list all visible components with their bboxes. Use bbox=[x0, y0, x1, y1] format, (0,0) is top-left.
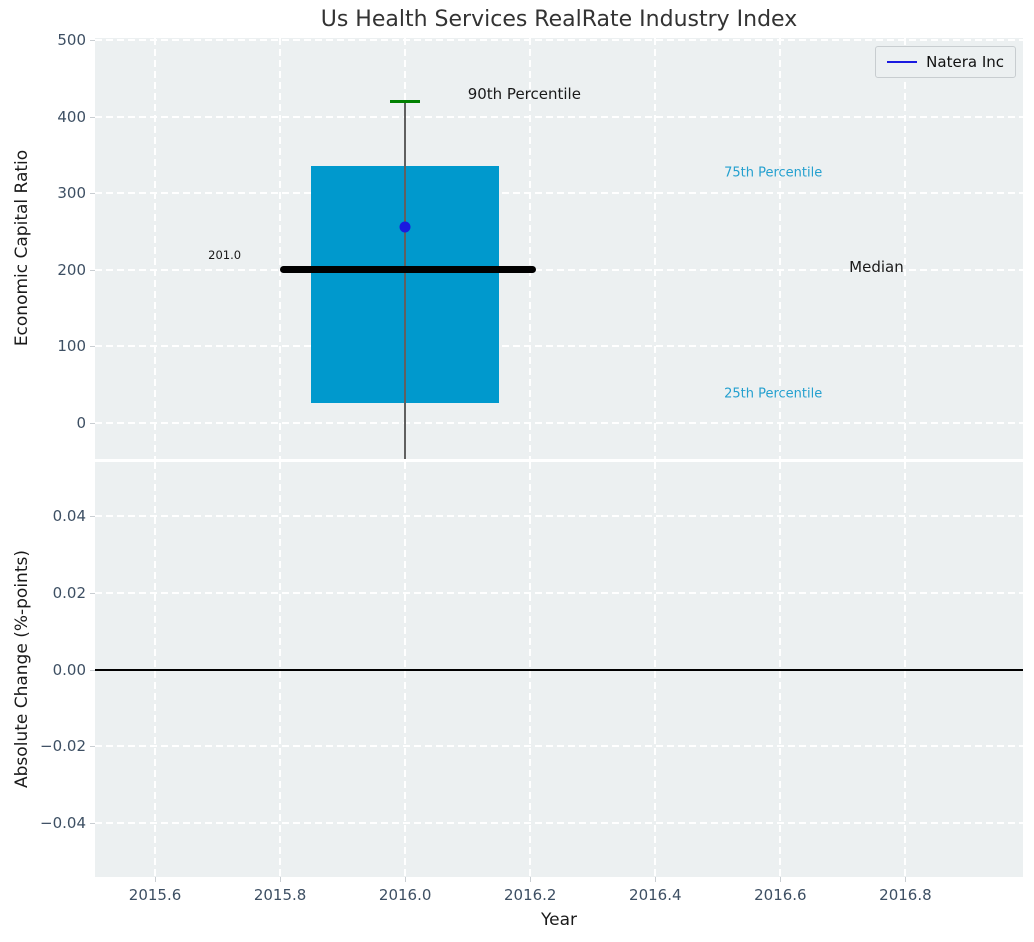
y-tick-label: 200 bbox=[57, 260, 86, 279]
y-tick-label: −0.02 bbox=[40, 737, 86, 756]
y-axis-label-top: Economic Capital Ratio bbox=[12, 149, 32, 347]
p90-cap bbox=[390, 100, 421, 104]
annotation-median: Median bbox=[849, 257, 904, 276]
x-tick-label: 2016.8 bbox=[879, 886, 932, 904]
x-tick-mark bbox=[405, 877, 407, 882]
x-gridline bbox=[904, 38, 907, 459]
x-tick-mark bbox=[780, 877, 782, 882]
annotation-90th-percentile: 90th Percentile bbox=[467, 84, 581, 103]
y-tick-mark bbox=[90, 669, 95, 671]
x-tick-label: 2016.4 bbox=[629, 886, 682, 904]
x-gridline bbox=[154, 38, 157, 459]
chart-title: Us Health Services RealRate Industry Ind… bbox=[320, 7, 798, 32]
y-gridline bbox=[95, 115, 1023, 118]
whisker-line bbox=[404, 101, 407, 459]
y-tick-label: 0.00 bbox=[52, 660, 86, 679]
legend: Natera Inc bbox=[875, 46, 1016, 78]
x-tick-mark bbox=[530, 877, 532, 882]
x-tick-mark bbox=[655, 877, 657, 882]
y-tick-mark bbox=[90, 269, 95, 271]
x-tick-label: 2015.8 bbox=[253, 886, 307, 904]
y-gridline bbox=[95, 422, 1023, 425]
annotation-201-0: 201.0 bbox=[208, 247, 242, 262]
legend-line-icon bbox=[887, 61, 918, 63]
y-tick-mark bbox=[90, 823, 95, 825]
y-tick-label: −0.04 bbox=[40, 814, 86, 833]
y-tick-label: 500 bbox=[57, 31, 86, 50]
y-tick-label: 400 bbox=[57, 107, 86, 126]
x-gridline bbox=[779, 38, 782, 459]
y-gridline bbox=[95, 268, 1023, 271]
y-gridline bbox=[95, 39, 1023, 42]
y-tick-mark bbox=[90, 515, 95, 517]
y-gridline bbox=[95, 345, 1023, 348]
top-subplot: Natera Inc 90th Percentile 75th Percentil… bbox=[95, 38, 1023, 459]
x-tick-label: 2015.6 bbox=[128, 886, 182, 904]
x-tick-mark bbox=[905, 877, 907, 882]
y-gridline bbox=[95, 514, 1023, 517]
y-tick-mark bbox=[90, 40, 95, 42]
y-tick-label: 0 bbox=[76, 414, 86, 433]
y-tick-mark bbox=[90, 193, 95, 195]
legend-label: Natera Inc bbox=[926, 53, 1004, 71]
y-gridline bbox=[95, 822, 1023, 825]
x-tick-label: 2016.2 bbox=[503, 886, 557, 904]
company-point bbox=[399, 221, 411, 233]
y-tick-label: 300 bbox=[57, 184, 86, 203]
x-gridline bbox=[279, 38, 282, 459]
y-gridline bbox=[95, 591, 1023, 594]
median-line bbox=[280, 265, 537, 273]
y-axis-label-bottom: Absolute Change (%-points) bbox=[12, 550, 32, 788]
x-gridline bbox=[529, 38, 532, 459]
y-gridline bbox=[95, 192, 1023, 195]
x-tick-mark bbox=[155, 877, 157, 882]
y-tick-mark bbox=[90, 116, 95, 118]
x-tick-mark bbox=[280, 877, 282, 882]
y-tick-mark bbox=[90, 346, 95, 348]
y-tick-mark bbox=[90, 592, 95, 594]
y-tick-mark bbox=[90, 746, 95, 748]
x-gridline bbox=[654, 38, 657, 459]
bottom-subplot bbox=[95, 462, 1023, 877]
y-gridline bbox=[95, 745, 1023, 748]
y-tick-label: 0.02 bbox=[52, 583, 86, 602]
x-axis-label: Year bbox=[541, 910, 577, 930]
annotation-75th-percentile: 75th Percentile bbox=[724, 165, 823, 181]
y-tick-mark bbox=[90, 423, 95, 425]
annotation-25th-percentile: 25th Percentile bbox=[724, 386, 823, 402]
x-tick-label: 2016.6 bbox=[754, 886, 807, 904]
y-tick-label: 0.04 bbox=[52, 506, 86, 525]
x-tick-label: 2016.0 bbox=[378, 886, 432, 904]
y-tick-label: 100 bbox=[57, 337, 86, 356]
zero-line bbox=[95, 668, 1023, 671]
